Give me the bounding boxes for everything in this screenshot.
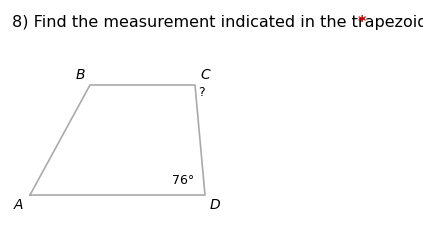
Text: 76°: 76° <box>172 174 194 188</box>
Text: 8) Find the measurement indicated in the trapezoid.: 8) Find the measurement indicated in the… <box>12 15 423 30</box>
Text: D: D <box>210 198 220 212</box>
Text: C: C <box>200 68 210 82</box>
Text: ?: ? <box>198 86 204 99</box>
Text: *: * <box>358 15 366 30</box>
Text: A: A <box>13 198 23 212</box>
Text: B: B <box>75 68 85 82</box>
